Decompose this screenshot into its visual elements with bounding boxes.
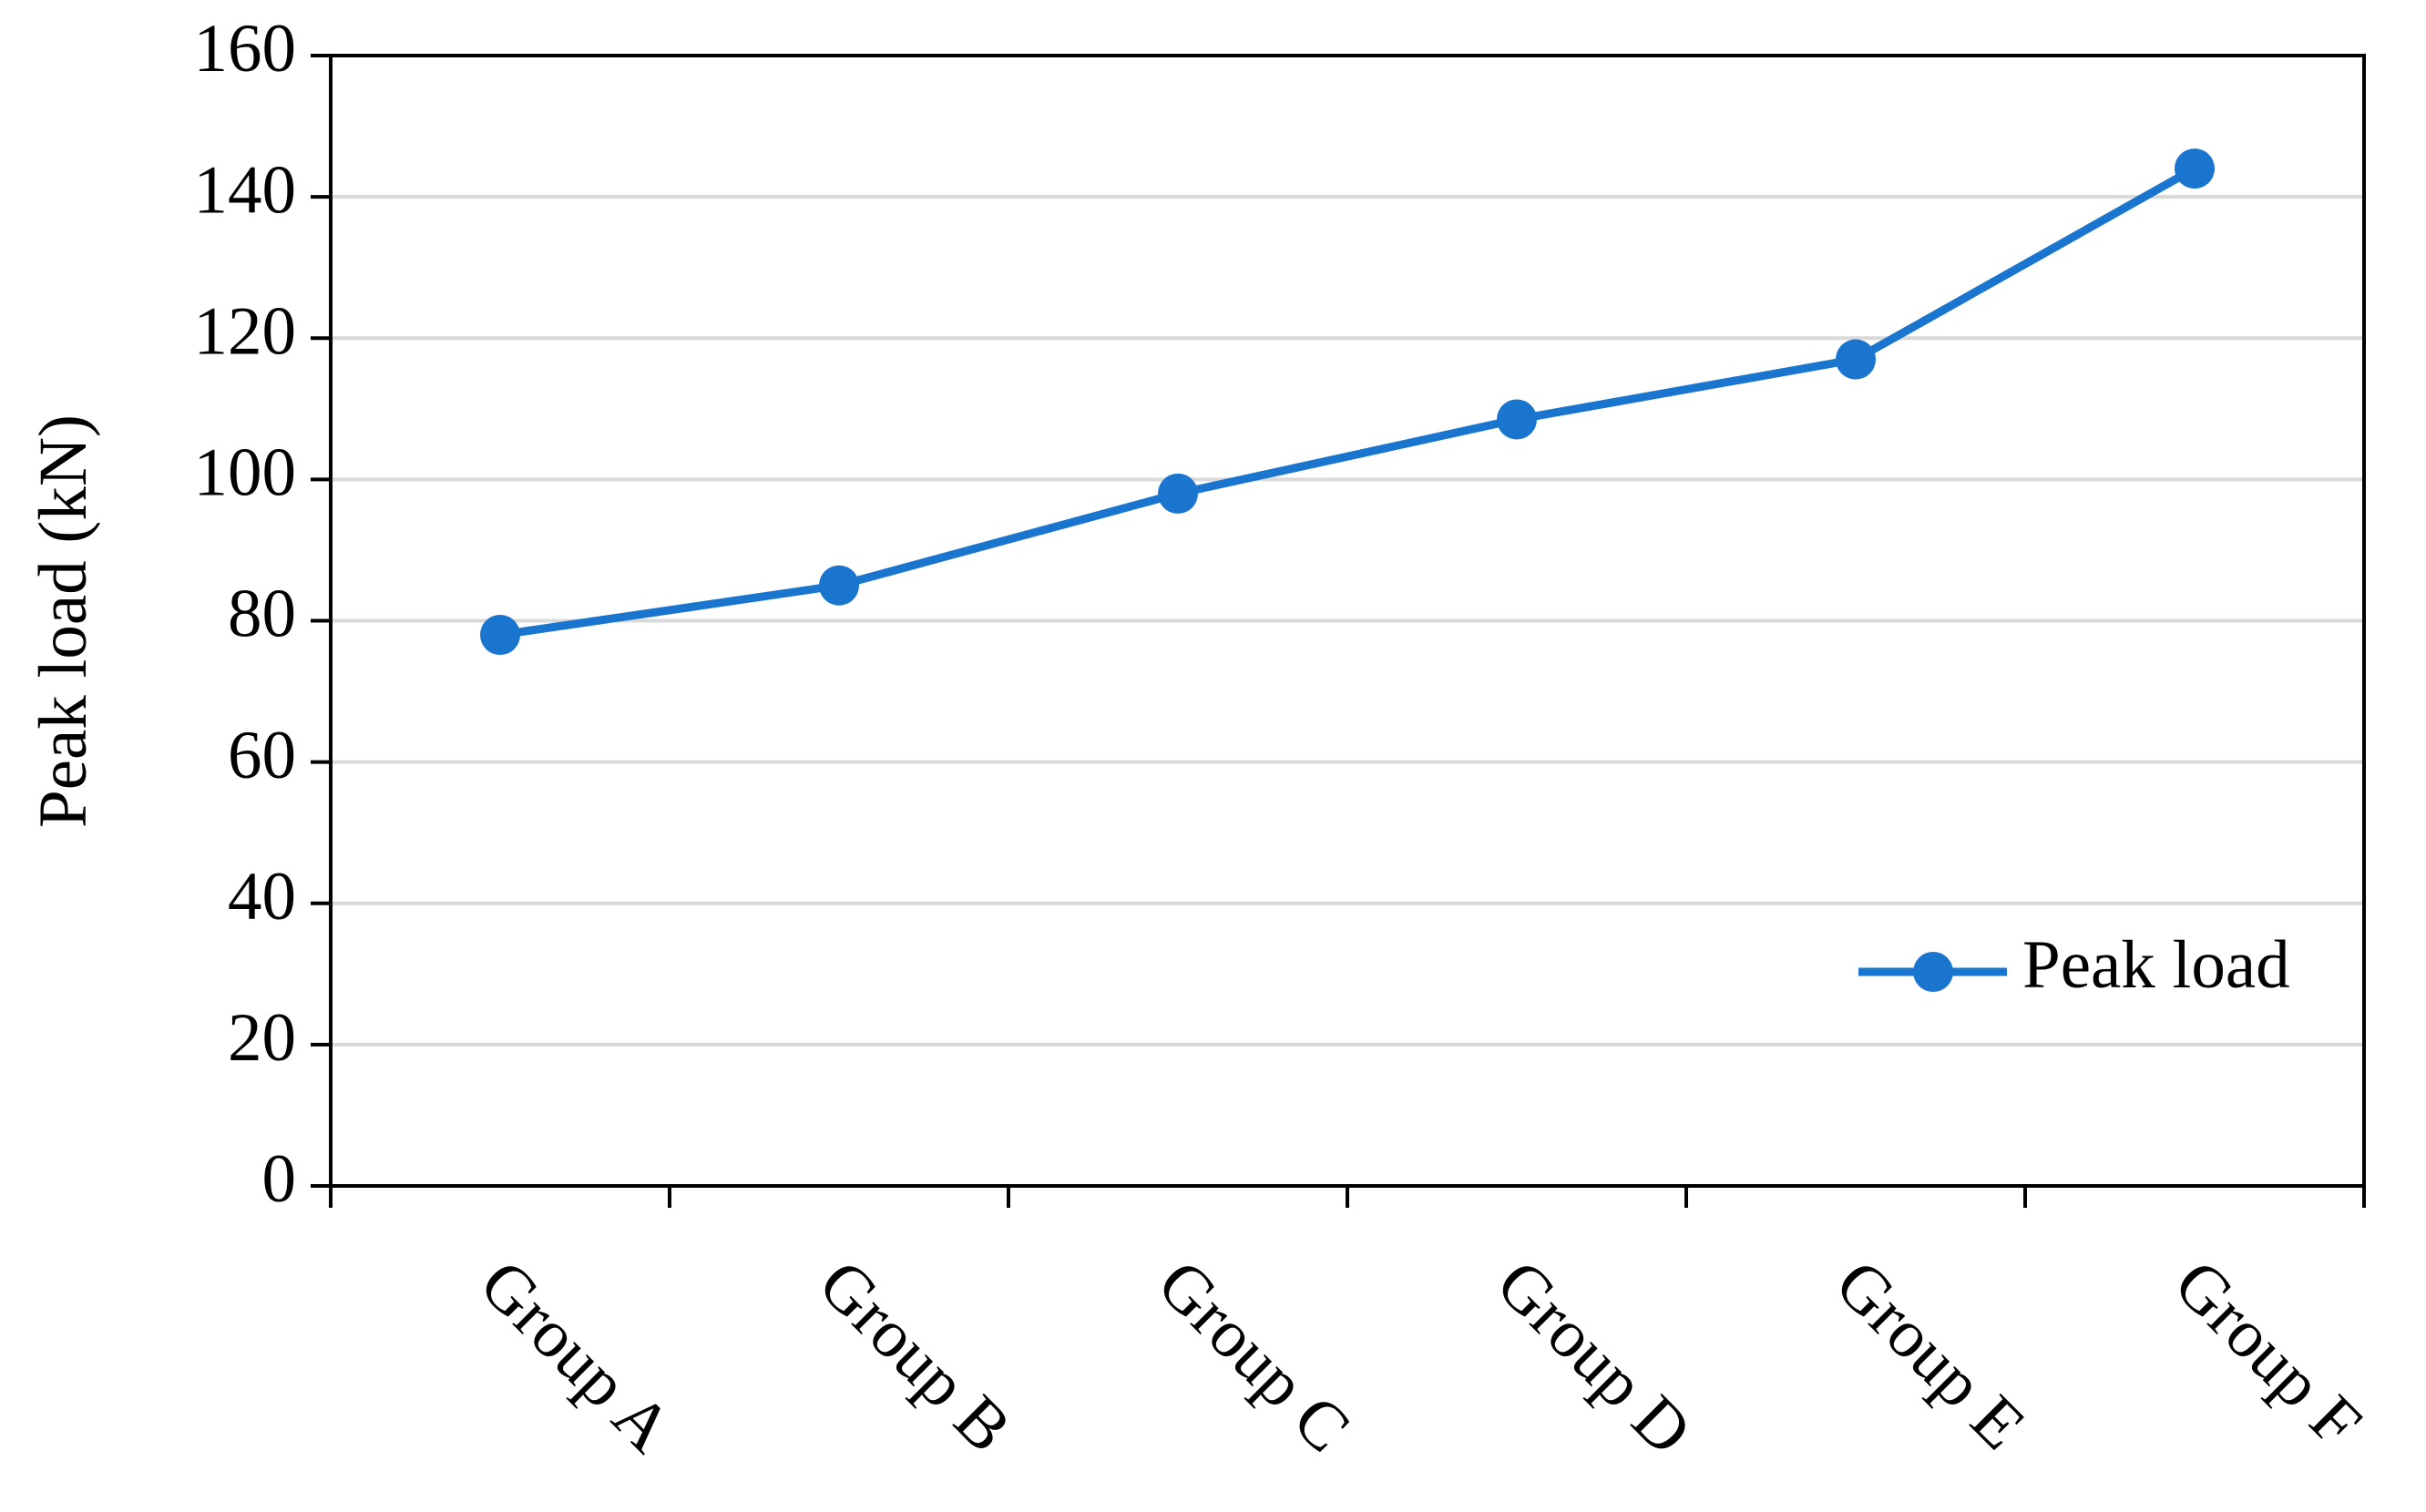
x-tick-label: Group E — [1821, 1246, 2040, 1465]
point — [480, 615, 520, 656]
y-tick-label: 100 — [194, 435, 297, 511]
y-tick-label: 60 — [228, 718, 296, 793]
series-line — [499, 165, 2197, 639]
point — [1158, 473, 1198, 514]
x-tick-label: Group A — [466, 1246, 687, 1467]
y-tick-label: 20 — [228, 1000, 296, 1076]
y-axis-label: Peak load (kN) — [26, 414, 101, 828]
y-tick-label: 120 — [194, 293, 297, 369]
y-tick-label: 40 — [228, 859, 296, 935]
legend-label: Peak load — [2022, 927, 2290, 1003]
y-tick-label: 80 — [228, 577, 296, 652]
point — [2175, 148, 2215, 189]
point — [819, 565, 859, 606]
point — [1497, 399, 1537, 440]
x-tick-label: Group B — [804, 1246, 1026, 1467]
x-tick-label: Group F — [2160, 1246, 2376, 1462]
y-tick-label: 160 — [194, 11, 297, 87]
x-tick-label: Group C — [1143, 1246, 1365, 1467]
point — [1836, 339, 1876, 380]
x-tick-label: Group D — [1482, 1246, 1706, 1470]
legend-marker — [1913, 952, 1953, 992]
y-tick-label: 140 — [194, 152, 297, 228]
y-tick-label: 0 — [262, 1141, 297, 1217]
